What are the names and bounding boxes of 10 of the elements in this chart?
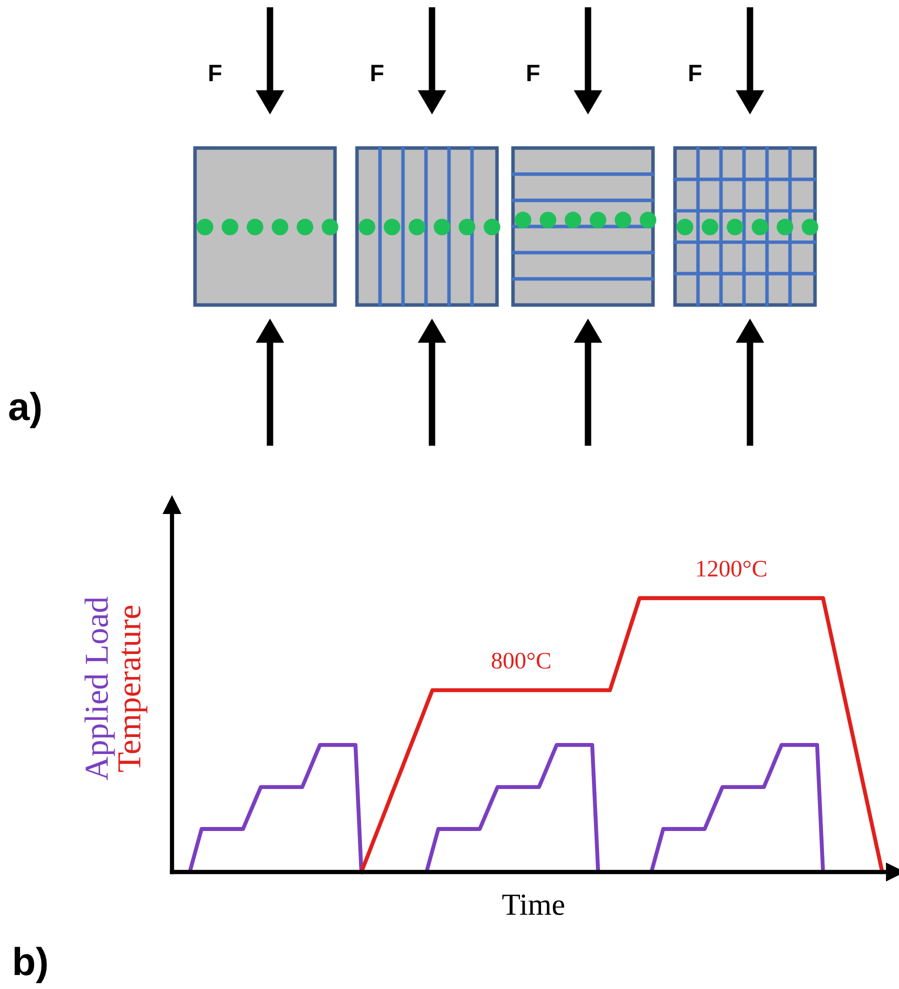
text: b) [14, 946, 47, 984]
text: F [527, 64, 540, 82]
y-axis-title: Applied Load Temperature [84, 596, 148, 780]
text: F [689, 64, 702, 82]
text: a) [9, 392, 41, 428]
text: F [209, 64, 222, 82]
text: 1200°C [697, 560, 766, 577]
x-axis-title: Time [502, 894, 564, 916]
annotation: 800°C [492, 652, 550, 669]
text: F [371, 64, 384, 82]
